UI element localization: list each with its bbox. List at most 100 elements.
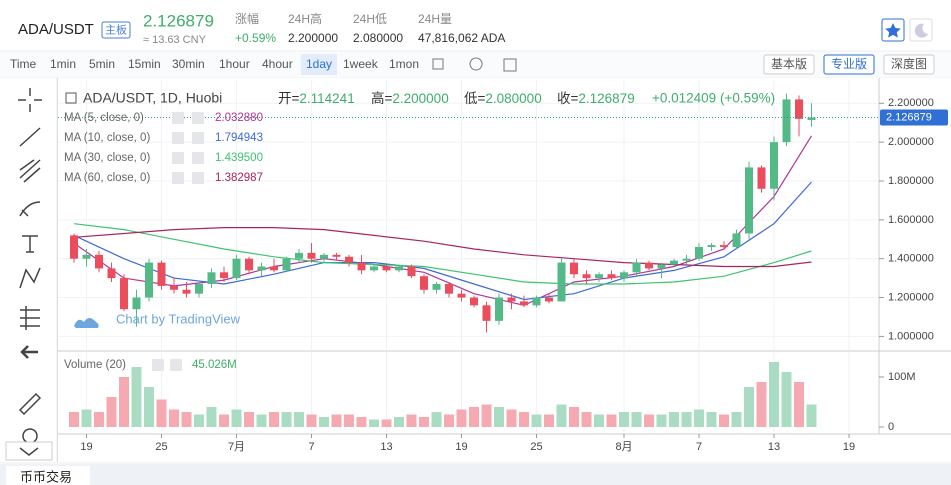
candle-body [257, 266, 266, 271]
volume-settings[interactable] [152, 359, 164, 371]
candle-body [120, 278, 128, 310]
candle-body [432, 283, 441, 290]
interval-button[interactable]: 1week [343, 57, 379, 71]
view-button[interactable] [763, 54, 815, 75]
interval-button[interactable]: 4hour [262, 57, 293, 71]
legend-collapse[interactable] [65, 92, 77, 104]
volume-bar [781, 372, 792, 427]
ma-settings[interactable] [172, 152, 184, 164]
volume-bar [481, 404, 492, 427]
ma-value: 2.032880 [215, 112, 263, 124]
interval-button[interactable]: Time [10, 57, 37, 71]
view-button[interactable] [823, 54, 875, 75]
interval-button[interactable]: 5min [89, 57, 115, 71]
watermark: Chart by TradingView [116, 311, 241, 326]
volume-bar [744, 387, 754, 427]
ma-remove[interactable] [192, 112, 204, 124]
volume-bar [669, 412, 679, 427]
ohlc-value: 2.200000 [392, 91, 448, 106]
chart-area [58, 78, 951, 462]
moon-icon [914, 23, 928, 38]
volume-bar [269, 412, 279, 427]
footer-tab-label: 币币交易 [20, 469, 72, 484]
brush-tool[interactable] [19, 201, 41, 217]
pattern-tool[interactable] [19, 267, 41, 289]
interval-button[interactable]: 1min [50, 57, 76, 71]
volume-bar [631, 412, 642, 427]
volume-bar [656, 414, 667, 427]
ma-name: MA (5, close, 0) [64, 112, 144, 124]
crosshair-tool[interactable] [18, 88, 42, 112]
stat-value: 47,816,062 ADA [418, 31, 505, 45]
toolbar-icon[interactable] [503, 58, 517, 72]
y-tick-label: 1.400000 [888, 253, 934, 265]
candle-body [395, 266, 403, 271]
volume-bar [606, 414, 617, 427]
toolbar-icon[interactable] [469, 57, 483, 71]
collapse-button[interactable] [5, 441, 53, 461]
volume-bar [544, 414, 554, 427]
toolbar-icon[interactable] [432, 58, 444, 70]
ma-value: 1.439500 [215, 152, 263, 164]
ohlc-value: 2.126879 [578, 91, 634, 106]
ma-name: MA (10, close, 0) [64, 132, 150, 144]
candle-body [332, 254, 341, 257]
footer-bar [0, 464, 951, 485]
interval-button[interactable]: 1hour [219, 57, 250, 71]
footer-tab[interactable] [6, 466, 90, 485]
ma-remove[interactable] [192, 172, 204, 184]
drawing-toolbar [0, 78, 56, 462]
ma-settings[interactable] [172, 132, 184, 144]
candle-body [582, 274, 591, 279]
candle-body [457, 293, 466, 298]
star-icon [885, 23, 901, 38]
header-bar [0, 0, 951, 50]
volume-bar [581, 412, 592, 427]
volume-bar [281, 412, 292, 427]
ma-remove[interactable] [192, 132, 204, 144]
candle-body [470, 297, 478, 306]
back-tool[interactable] [20, 345, 38, 359]
interval-button[interactable]: 1mon [389, 57, 419, 71]
ma-remove[interactable] [192, 152, 204, 164]
text-tool[interactable] [22, 235, 38, 253]
volume-bar [94, 412, 104, 427]
view-label: 深度图 [891, 56, 927, 71]
ohlc-value: 2.080000 [485, 91, 541, 106]
volume-bar [494, 407, 504, 427]
volume-bar [681, 412, 692, 427]
interval-button[interactable]: 1day [306, 57, 332, 71]
interval-button[interactable]: 30min [172, 57, 205, 71]
volume-remove[interactable] [170, 359, 182, 371]
view-button[interactable] [883, 54, 935, 75]
ohlc-label: 开= [278, 91, 299, 106]
ruler-tool[interactable] [18, 392, 42, 416]
stat-value: 2.200000 [288, 31, 338, 45]
candle-body [157, 262, 166, 286]
volume-bar [719, 414, 729, 427]
volume-bar [806, 404, 817, 427]
stats: 涨幅 +0.59% 24H高 2.200000 24H低 2.080000 24H量 47,8… [235, 11, 505, 45]
fib-tool[interactable] [19, 159, 41, 183]
x-tick-label: 25 [530, 441, 542, 453]
volume-bar [256, 414, 267, 427]
x-tick-label: 19 [455, 441, 467, 453]
candle-body [495, 297, 503, 321]
ma-settings[interactable] [172, 172, 184, 184]
cny-price: ≈ 13.63 CNY [143, 34, 207, 46]
volume-bar [206, 407, 217, 427]
candle-body [807, 117, 816, 120]
candle-body [82, 254, 91, 259]
candle-body [782, 99, 791, 143]
candle-body [520, 301, 528, 306]
candle-body [370, 266, 378, 271]
x-tick-label: 8月 [615, 441, 632, 453]
ma-settings[interactable] [172, 112, 184, 124]
candle-body [170, 285, 178, 290]
candle-body [707, 245, 716, 248]
measure-tool[interactable] [20, 306, 40, 330]
volume-bar [119, 377, 129, 427]
interval-button[interactable]: 15min [128, 57, 161, 71]
volume-bar [81, 409, 92, 427]
line-tool[interactable] [19, 127, 41, 147]
